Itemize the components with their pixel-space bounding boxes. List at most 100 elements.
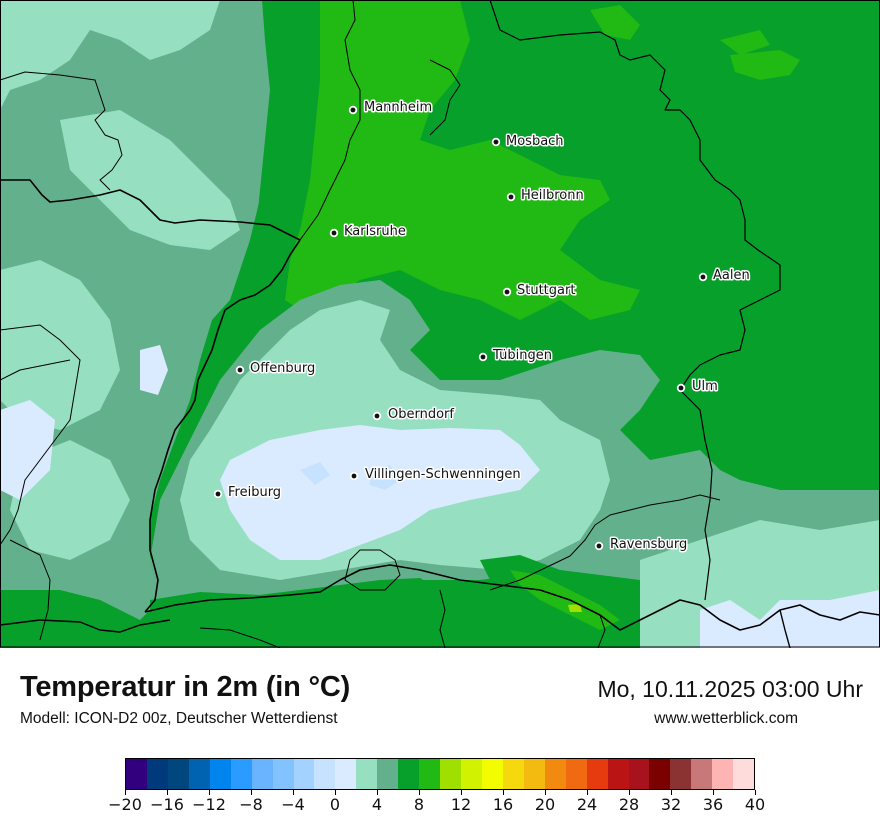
colorbar-bin [419,759,441,789]
colorbar-bin [607,759,629,789]
colorbar-bin [167,759,189,789]
colorbar-tick-label: −8 [239,795,263,814]
colorbar-bin [356,759,378,789]
border-north-hessen [299,0,361,241]
colorbar-bin [628,759,650,789]
border-swiss-2 [439,589,446,648]
colorbar-bin [398,759,420,789]
temp-band-6-8-hochrhein [150,578,440,640]
city-label: Mosbach [506,134,564,149]
temp-band-6-8-rhine [188,0,300,430]
city-label: Mannheim [364,100,432,115]
colorbar-tick [670,790,672,795]
colorbar-tick-label: 36 [702,795,724,814]
cities: Mannheim Mosbach Heilbronn Karlsruhe Aal… [213,99,751,554]
temp-band-10-12-lake [568,604,582,612]
colorbar-bin [377,759,399,789]
model-source: Modell: ICON-D2 00z, Deutscher Wetterdie… [20,710,338,727]
city-karlsruhe: Karlsruhe [329,223,407,241]
colorbar-bin [481,759,503,789]
city-freiburg: Freiburg [213,484,283,502]
city-label: Offenburg [250,361,315,376]
colorbar-tick-label: −4 [281,795,305,814]
colorbar-bin [126,759,147,789]
colorbar-tick [334,790,336,795]
colorbar-tick-label: −12 [192,795,226,814]
city-aalen: Aalen [698,267,751,285]
colorbar-tick [124,790,126,795]
colorbar-tick [166,790,168,795]
website-credit: www.wetterblick.com [654,710,798,727]
city-mosbach: Mosbach [491,133,565,151]
temp-band-2-4-west [0,0,220,110]
colorbar-bin [523,759,545,789]
border-west-1 [0,71,123,191]
colorbar-tick-label: 32 [660,795,682,814]
temp-band-8-10-ne-patch-c [720,30,770,55]
temp-band-0-2-center [220,425,540,560]
colorbar-tick-label: 4 [371,795,383,814]
city-stuttgart: Stuttgart [502,282,577,300]
city-heilbronn: Heilbronn [506,187,585,205]
city-mannheim: Mannheim [348,99,434,117]
border-neckar [429,59,461,136]
colorbar-tick [376,790,378,795]
colorbar-bin [188,759,210,789]
city-label: Ravensburg [610,537,687,552]
colorbar-bin [649,759,671,789]
city-oberndorf: Oberndorf [372,406,456,424]
colorbar-bin [230,759,252,789]
colorbar-bin [209,759,231,789]
colorbar-bin [691,759,713,789]
colorbar-tick [292,790,294,795]
border-swiss-3 [597,614,606,648]
colorbar-bin [565,759,587,789]
colorbar-tick [502,790,504,795]
city-label: Karlsruhe [344,224,406,239]
chart-title: Temperatur in 2m (in °C) [20,671,351,703]
colorbar-bin [733,759,755,789]
city-ravensburg: Ravensburg [594,536,689,554]
colorbar-tick [208,790,210,795]
city-label: Aalen [713,268,750,283]
valid-datetime: Mo, 10.11.2025 03:00 Uhr [597,676,863,702]
border-austria [779,609,791,648]
colorbar-bin [461,759,482,789]
temp-band-8-10-north [285,0,640,320]
border-swiss-4 [199,627,281,648]
colorbar-tick-label: 20 [534,795,556,814]
border-bavaria [489,0,781,601]
temp-band-2-4-west-c [0,260,120,430]
colorbar-tick-label: 8 [413,795,425,814]
colorbar-tick-label: 16 [492,795,514,814]
colorbar-bin [544,759,566,789]
colorbar-bin [314,759,336,789]
colorbar-tick-label: 0 [329,795,341,814]
border-west-4 [0,359,71,381]
city-label: Villingen-Schwenningen [365,467,521,482]
border-west-3 [0,324,81,546]
colorbar-tick-label: −20 [108,795,142,814]
colorbar-bin [335,759,357,789]
colorbar-tick [628,790,630,795]
city-label: Heilbronn [521,188,584,203]
city-ulm: Ulm [676,378,719,396]
city-tuebingen: Tübingen [478,347,554,365]
city-label: Freiburg [228,485,281,500]
colorbar-tick-label: −16 [150,795,184,814]
colorbar-tick [250,790,252,795]
colorbar-tick-label: 24 [576,795,598,814]
border-swiss-1 [344,549,401,591]
colorbar-bin [272,759,294,789]
border-west-6 [0,619,171,633]
colorbar-bin [146,759,168,789]
colorbar-tick [754,790,756,795]
temp-band-8-10-ne-patch-b [590,5,640,40]
colorbar-bin [251,759,273,789]
border-rhine-west [144,239,301,613]
city-offenburg: Offenburg [235,360,317,378]
colorbar-tick [586,790,588,795]
colorbar-bin [440,759,461,789]
colorbar-tick-label: 40 [744,795,766,814]
temp-band-neg2-0-patch-b [370,465,400,490]
